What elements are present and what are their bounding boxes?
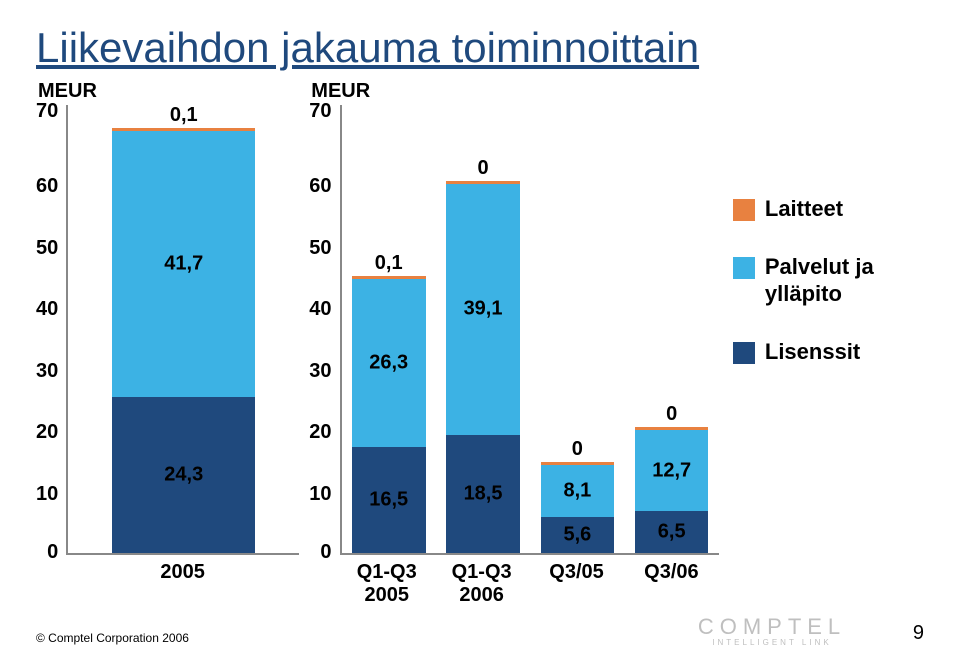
- bar: 0,1 41,7 24,3: [112, 105, 255, 553]
- y-tick: 40: [36, 299, 58, 319]
- y-tick: 20: [36, 422, 58, 442]
- bar: 0 39,1 18,5: [446, 105, 520, 553]
- y-tick: 60: [36, 176, 58, 196]
- bar-segment-palvelut: 39,1: [446, 184, 520, 434]
- right-chart-body: 706050403020100 0,126,316,5039,118,508,1…: [309, 105, 719, 555]
- right-plot: 0,1 26,3 16,5 0 39,1 18,5 0 8,1 5,6 0 12,7 6,5: [340, 105, 719, 555]
- bar-value-label: 26,3: [352, 352, 426, 375]
- logo-main: COMPTEL: [662, 614, 882, 640]
- right-x-axis: Q1-Q32005Q1-Q32006Q3/05Q3/06: [309, 555, 719, 611]
- logo: COMPTEL INTELLIGENT LINK: [662, 614, 882, 647]
- y-tick: 30: [309, 361, 331, 381]
- legend-label-lisenssit: Lisenssit: [765, 338, 860, 366]
- y-tick: 10: [36, 484, 58, 504]
- legend-swatch-laitteet: [733, 199, 755, 221]
- charts-row: MEUR 70 60 50 40 30 20 10 0 0,1 41,7 24,3 2005 ME…: [36, 80, 924, 611]
- y-tick: 30: [36, 361, 58, 381]
- right-y-label: MEUR: [309, 80, 719, 103]
- bar-value-label: 6,5: [635, 521, 709, 544]
- bar: 0 8,1 5,6: [541, 105, 615, 553]
- right-x-labels: Q1-Q32005Q1-Q32006Q3/05Q3/06: [339, 555, 719, 607]
- y-tick: 50: [36, 238, 58, 258]
- bar-value-label: 24,3: [112, 464, 255, 487]
- bar-segment-palvelut: 41,7: [112, 131, 255, 398]
- bar-segment-lisenssit: 24,3: [112, 397, 255, 553]
- bar-segment-palvelut: 12,7: [635, 430, 709, 511]
- footer-copyright: © Comptel Corporation 2006: [36, 631, 189, 645]
- right-chart: MEUR 70 60 50 40 30 20 10 0 0,1 26,3 16,5 0 39,1 18,…: [309, 80, 719, 611]
- y-tick: 70: [36, 101, 58, 121]
- y-tick: 0: [47, 542, 58, 562]
- page-number: 9: [913, 622, 924, 645]
- bar-value-label: 0: [541, 438, 615, 461]
- bar-segment-lisenssit: 18,5: [446, 435, 520, 553]
- bar-value-label: 39,1: [446, 298, 520, 321]
- y-tick: 20: [309, 422, 331, 442]
- left-y-axis: 706050403020100: [36, 105, 66, 555]
- x-tick-label: Q1-Q32006: [434, 561, 529, 607]
- bar-value-label: 0: [446, 157, 520, 180]
- bar-value-label: 0: [635, 403, 709, 426]
- bar-segment-lisenssit: 5,6: [541, 517, 615, 553]
- slide-title: Liikevaihdon jakauma toiminnoittain: [36, 24, 924, 72]
- right-y-axis: 706050403020100: [309, 105, 339, 555]
- bar-segment-lisenssit: 16,5: [352, 447, 426, 553]
- x-tick-label: 2005: [66, 561, 299, 584]
- bar-value-label: 18,5: [446, 482, 520, 505]
- left-x-axis: 2005: [36, 555, 299, 611]
- left-chart: MEUR 70 60 50 40 30 20 10 0 0,1 41,7 24,3 2005: [36, 80, 299, 611]
- bar-value-label: 0,1: [352, 252, 426, 275]
- y-tick: 0: [320, 542, 331, 562]
- legend-item-lisenssit: Lisenssit: [733, 338, 924, 366]
- y-tick: 70: [309, 101, 331, 121]
- bar: 0 12,7 6,5: [635, 105, 709, 553]
- x-tick-label: Q3/06: [624, 561, 719, 607]
- left-x-labels: 2005: [66, 555, 299, 584]
- y-tick: 40: [309, 299, 331, 319]
- legend-item-palvelut: Palvelut ja ylläpito: [733, 253, 924, 308]
- x-tick-label: Q1-Q32005: [339, 561, 434, 607]
- left-y-label: MEUR: [36, 80, 299, 103]
- left-chart-body: 706050403020100 0,141,724,3: [36, 105, 299, 555]
- bar-value-label: 12,7: [635, 459, 709, 482]
- left-plot: 0,1 41,7 24,3: [66, 105, 299, 555]
- legend-label-palvelut: Palvelut ja ylläpito: [765, 253, 924, 308]
- bar-value-label: 5,6: [541, 524, 615, 547]
- logo-sub: INTELLIGENT LINK: [662, 638, 882, 647]
- bar-segment-palvelut: 26,3: [352, 279, 426, 447]
- legend-label-laitteet: Laitteet: [765, 195, 843, 223]
- bar-value-label: 0,1: [112, 104, 255, 127]
- legend-swatch-palvelut: [733, 257, 755, 279]
- y-tick: 50: [309, 238, 331, 258]
- x-tick-label: Q3/05: [529, 561, 624, 607]
- bar: 0,1 26,3 16,5: [352, 105, 426, 553]
- bar-value-label: 16,5: [352, 489, 426, 512]
- legend-swatch-lisenssit: [733, 342, 755, 364]
- bar-value-label: 41,7: [112, 253, 255, 276]
- y-tick: 10: [309, 484, 331, 504]
- slide-root: Liikevaihdon jakauma toiminnoittain MEUR…: [0, 0, 960, 651]
- legend: Laitteet Palvelut ja ylläpito Lisenssit: [729, 80, 924, 395]
- y-tick: 60: [309, 176, 331, 196]
- bar-segment-palvelut: 8,1: [541, 465, 615, 517]
- legend-item-laitteet: Laitteet: [733, 195, 924, 223]
- bar-segment-lisenssit: 6,5: [635, 511, 709, 553]
- bar-value-label: 8,1: [541, 480, 615, 503]
